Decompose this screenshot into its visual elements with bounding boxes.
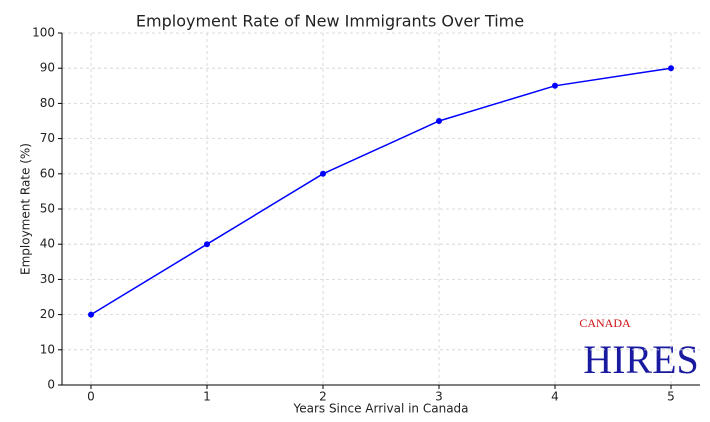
- marker: [204, 241, 210, 248]
- x-tick-label: 0: [87, 390, 95, 404]
- marker: [436, 118, 442, 124]
- marker: [552, 82, 558, 89]
- x-tick-label: 5: [667, 390, 675, 404]
- y-tick-label: 0: [47, 378, 55, 392]
- x-tick-label: 1: [203, 390, 211, 404]
- marker: [88, 311, 94, 318]
- x-tick-label: 2: [319, 390, 327, 404]
- logo-top: CANADA: [579, 316, 631, 330]
- logo-name: HIRES: [583, 337, 699, 382]
- y-tick-label: 20: [40, 307, 55, 321]
- y-tick-label: 80: [40, 96, 55, 110]
- y-tick-label: 30: [40, 272, 55, 286]
- marker: [320, 170, 326, 177]
- x-tick-label: 4: [551, 390, 559, 404]
- chart-title: Employment Rate of New Immigrants Over T…: [136, 12, 524, 31]
- y-tick-label: 10: [40, 342, 55, 356]
- x-axis-label: Years Since Arrival in Canada: [292, 402, 468, 416]
- y-tick-label: 40: [40, 237, 55, 251]
- y-tick-label: 90: [40, 61, 55, 75]
- y-tick-label: 70: [40, 131, 55, 145]
- y-tick-label: 50: [40, 202, 55, 216]
- marker: [668, 65, 674, 72]
- x-tick-label: 3: [435, 390, 443, 404]
- y-tick-label: 60: [40, 166, 55, 180]
- line: [90, 67, 672, 316]
- y-tick-label: 100: [32, 26, 55, 40]
- y-axis-label: Employment Rate (%): [19, 143, 33, 275]
